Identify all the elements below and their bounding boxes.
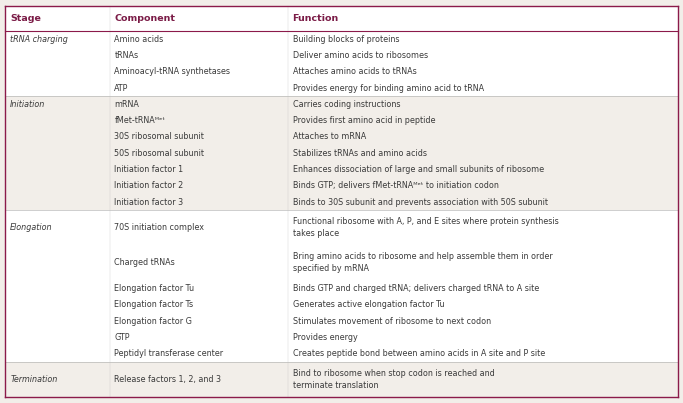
- Text: Elongation factor G: Elongation factor G: [115, 317, 193, 326]
- Text: Deliver amino acids to ribosomes: Deliver amino acids to ribosomes: [292, 51, 428, 60]
- Text: Aminoacyl-tRNA synthetases: Aminoacyl-tRNA synthetases: [115, 67, 230, 76]
- Text: Bring amino acids to ribosome and help assemble them in order
specified by mRNA: Bring amino acids to ribosome and help a…: [292, 253, 553, 273]
- Text: Provides energy for binding amino acid to tRNA: Provides energy for binding amino acid t…: [292, 83, 484, 93]
- Text: Stabilizes tRNAs and amino acids: Stabilizes tRNAs and amino acids: [292, 149, 426, 158]
- Text: Peptidyl transferase center: Peptidyl transferase center: [115, 349, 223, 358]
- Text: Building blocks of proteins: Building blocks of proteins: [292, 35, 399, 44]
- Text: Elongation: Elongation: [10, 223, 53, 233]
- Text: Generates active elongation factor Tu: Generates active elongation factor Tu: [292, 300, 444, 310]
- Text: Enhances dissociation of large and small subunits of ribosome: Enhances dissociation of large and small…: [292, 165, 544, 174]
- Text: Attaches amino acids to tRNAs: Attaches amino acids to tRNAs: [292, 67, 416, 76]
- Text: 70S initiation complex: 70S initiation complex: [115, 223, 204, 233]
- Text: Initiation factor 2: Initiation factor 2: [115, 181, 184, 190]
- Text: Elongation factor Tu: Elongation factor Tu: [115, 284, 195, 293]
- Text: Bind to ribosome when stop codon is reached and
terminate translation: Bind to ribosome when stop codon is reac…: [292, 369, 494, 390]
- Text: Function: Function: [292, 14, 339, 23]
- Text: Creates peptide bond between amino acids in A site and P site: Creates peptide bond between amino acids…: [292, 349, 545, 358]
- Bar: [5, 31, 678, 96]
- Text: Stimulates movement of ribosome to next codon: Stimulates movement of ribosome to next …: [292, 317, 490, 326]
- Text: Carries coding instructions: Carries coding instructions: [292, 100, 400, 109]
- Text: 50S ribosomal subunit: 50S ribosomal subunit: [115, 149, 204, 158]
- Bar: [5, 96, 678, 210]
- Text: Initiation factor 3: Initiation factor 3: [115, 198, 184, 207]
- Text: tRNA charging: tRNA charging: [10, 35, 68, 44]
- Text: Release factors 1, 2, and 3: Release factors 1, 2, and 3: [115, 375, 221, 384]
- Text: Component: Component: [115, 14, 176, 23]
- Text: Initiation factor 1: Initiation factor 1: [115, 165, 184, 174]
- Bar: [5, 6, 678, 31]
- Text: Functional ribosome with A, P, and E sites where protein synthesis
takes place: Functional ribosome with A, P, and E sit…: [292, 218, 558, 238]
- Text: Elongation factor Ts: Elongation factor Ts: [115, 300, 193, 310]
- Text: Provides energy: Provides energy: [292, 333, 357, 342]
- Text: Stage: Stage: [10, 14, 41, 23]
- Text: Provides first amino acid in peptide: Provides first amino acid in peptide: [292, 116, 435, 125]
- Text: 30S ribosomal subunit: 30S ribosomal subunit: [115, 133, 204, 141]
- Text: Termination: Termination: [10, 375, 57, 384]
- Text: tRNAs: tRNAs: [115, 51, 139, 60]
- Text: fMet-tRNAᴹᵉᵗ: fMet-tRNAᴹᵉᵗ: [115, 116, 165, 125]
- Text: Charged tRNAs: Charged tRNAs: [115, 258, 175, 268]
- Text: Binds GTP; delivers fMet-tRNAᴹᵉᵗ to initiation codon: Binds GTP; delivers fMet-tRNAᴹᵉᵗ to init…: [292, 181, 499, 190]
- Bar: [5, 362, 678, 397]
- Bar: [5, 210, 678, 362]
- Text: Binds GTP and charged tRNA; delivers charged tRNA to A site: Binds GTP and charged tRNA; delivers cha…: [292, 284, 539, 293]
- Text: GTP: GTP: [115, 333, 130, 342]
- Text: ATP: ATP: [115, 83, 129, 93]
- Text: mRNA: mRNA: [115, 100, 139, 109]
- Text: Amino acids: Amino acids: [115, 35, 164, 44]
- Text: Binds to 30S subunit and prevents association with 50S subunit: Binds to 30S subunit and prevents associ…: [292, 198, 548, 207]
- Text: Attaches to mRNA: Attaches to mRNA: [292, 133, 366, 141]
- Text: Initiation: Initiation: [10, 100, 46, 109]
